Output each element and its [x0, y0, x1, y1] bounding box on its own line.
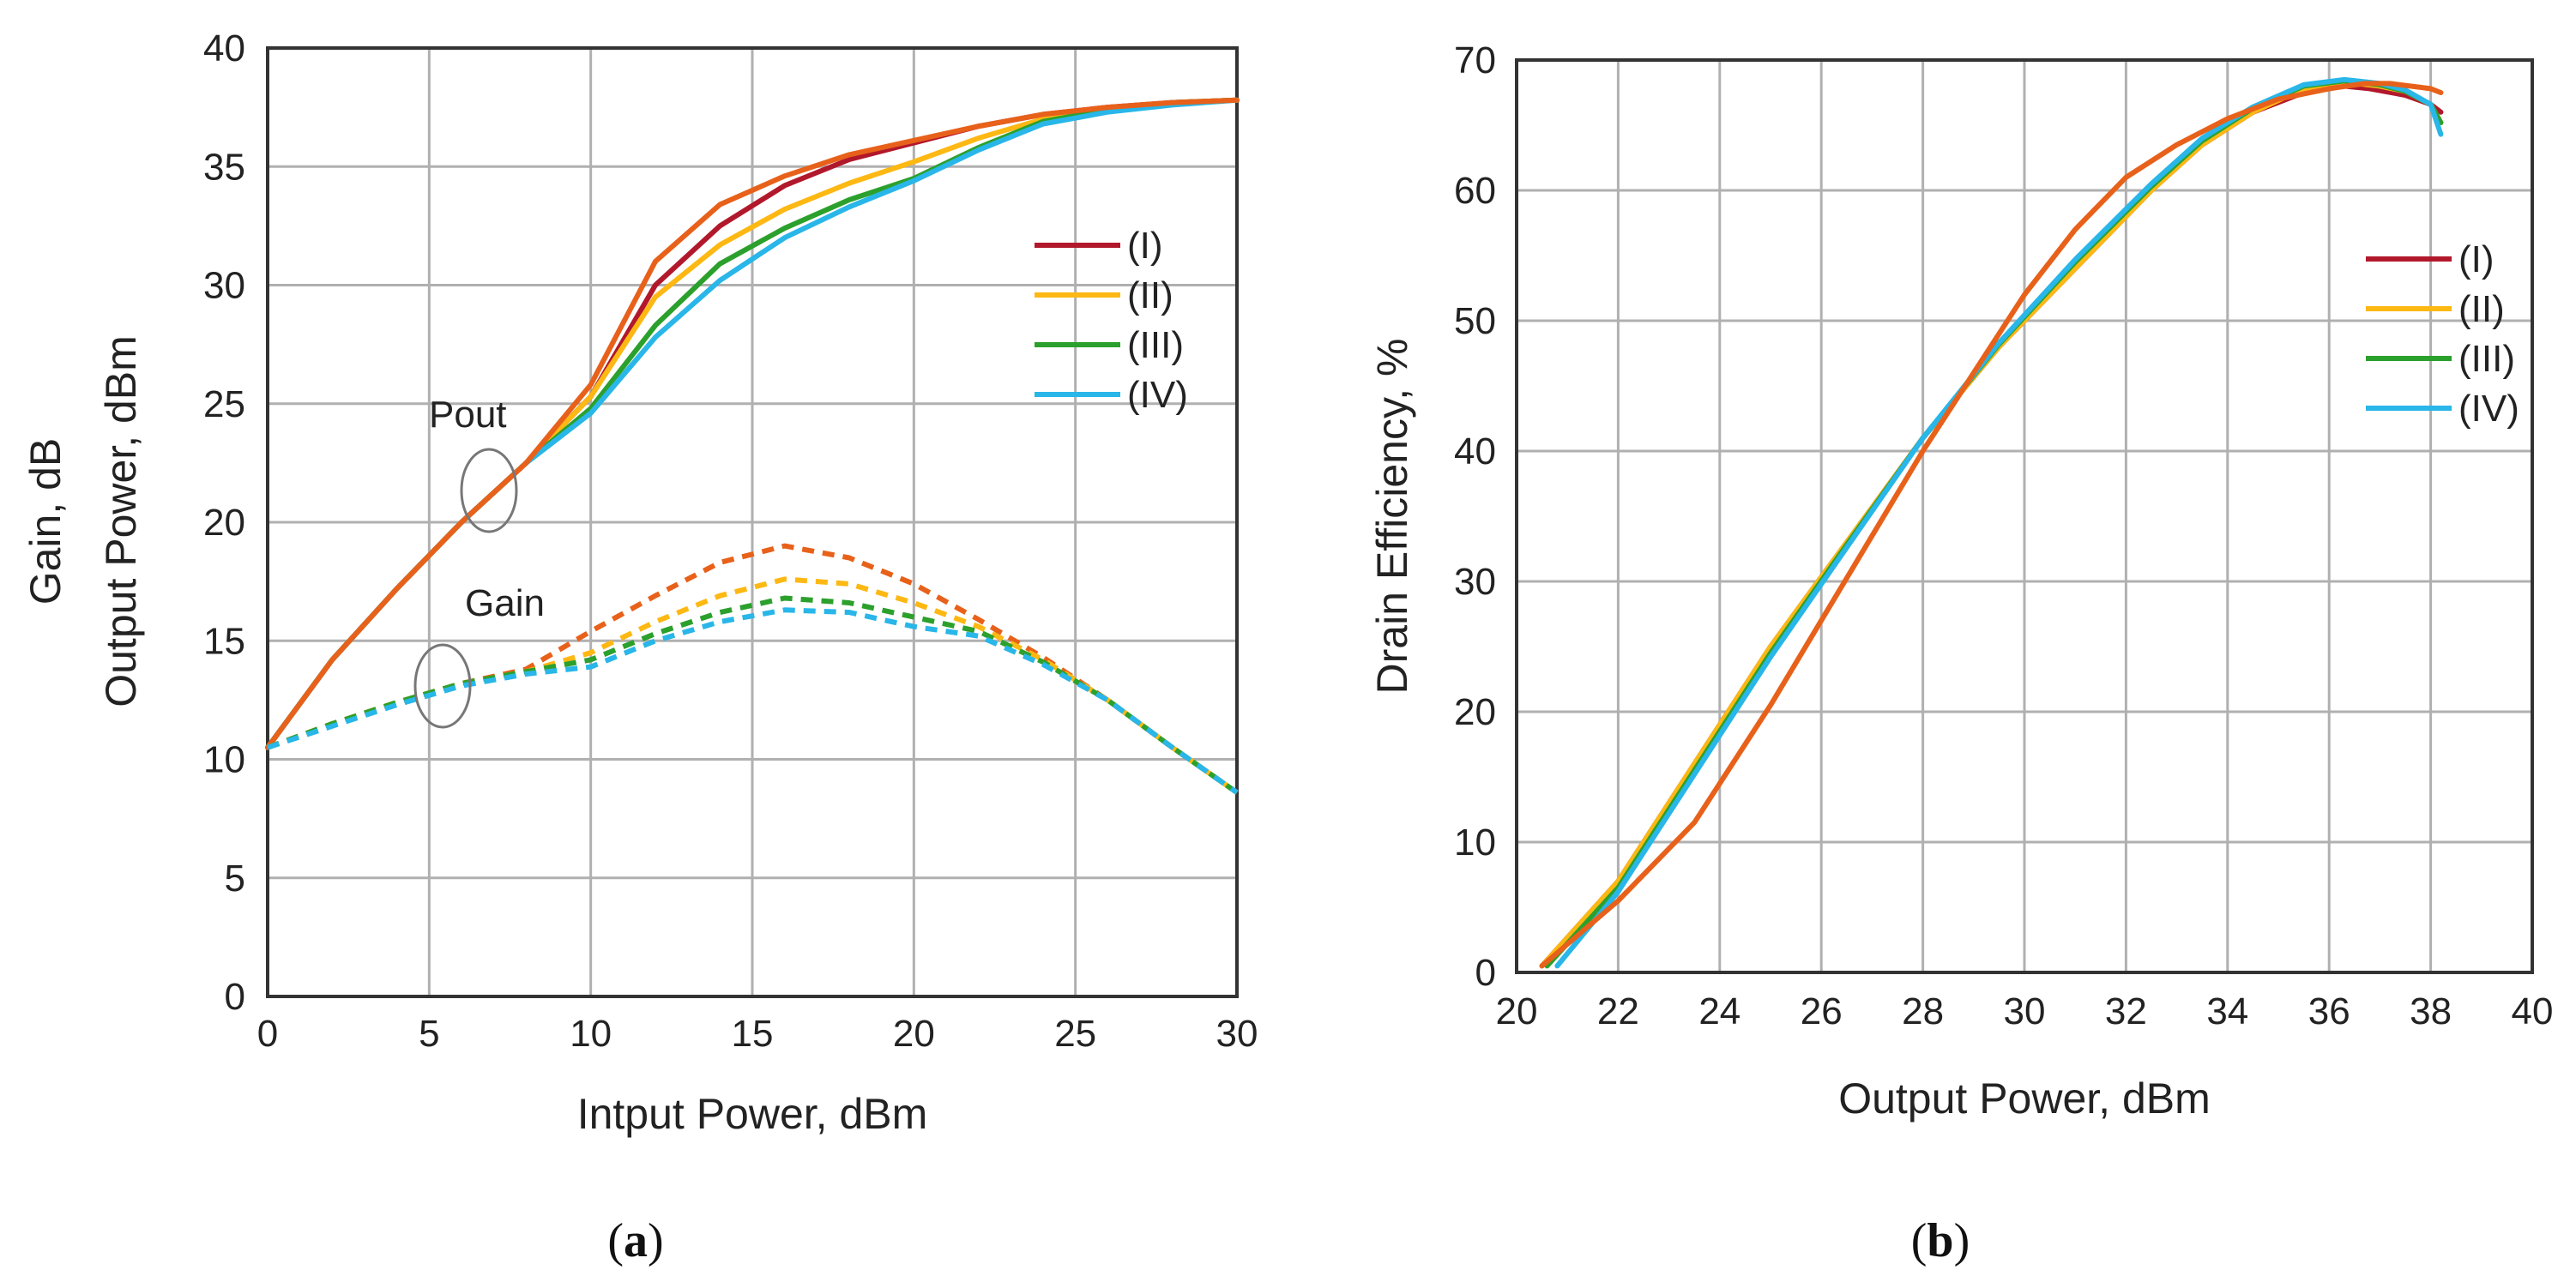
plot-frame-b: [1515, 58, 2534, 974]
series-line-a-pout-i: [265, 97, 1240, 750]
annotation-pout-label: Pout: [429, 394, 507, 436]
annotation-pout-ellipse: [460, 448, 518, 533]
x-tick-label-a-10: 10: [570, 1013, 612, 1055]
y-tick-label-a-0: 0: [225, 976, 245, 1018]
grid-b: [1515, 58, 2534, 974]
chart-panel-a: 0 5 10 15 20 25 30 0 5 10 15 20 25 30 35 40 Intput Pow…: [21, 27, 1258, 1267]
y-tick-label-a-30: 30: [203, 265, 245, 307]
y-tick-label-a-25: 25: [203, 383, 245, 425]
y-tick-label-b-50: 50: [1454, 300, 1496, 342]
legend-b: (I) (II) (III) (IV): [2366, 238, 2519, 430]
x-tick-label-b-40: 40: [2512, 990, 2554, 1032]
annotation-gain-ellipse: [413, 643, 472, 729]
series-line-b-ii: [1539, 79, 2444, 969]
legend-label-b-ii: (II): [2458, 288, 2505, 330]
x-tick-label-b-38: 38: [2410, 990, 2452, 1032]
y-tick-label-a-10: 10: [203, 739, 245, 781]
series-line-b-iv: [1554, 76, 2444, 969]
x-tick-labels-a: 0 5 10 15 20 25 30: [257, 1013, 1258, 1055]
legend-label-a-iv: (IV): [1127, 374, 1188, 416]
x-tick-label-a-30: 30: [1216, 1013, 1258, 1055]
y-tick-label-a-15: 15: [203, 620, 245, 662]
y-tick-label-b-70: 70: [1454, 39, 1496, 81]
series-group-a: [265, 97, 1240, 795]
annotation-gain-label: Gain: [465, 582, 545, 624]
grid-a: [266, 46, 1239, 998]
x-tick-label-b-24: 24: [1698, 990, 1740, 1032]
y-tick-label-a-20: 20: [203, 502, 245, 544]
y-tick-label-b-10: 10: [1454, 822, 1496, 864]
y-tick-labels-a: 0 5 10 15 20 25 30 35 40: [203, 27, 245, 1018]
y-tick-label-b-60: 60: [1454, 170, 1496, 212]
legend-label-b-i: (I): [2458, 238, 2495, 280]
y-tick-label-b-40: 40: [1454, 430, 1496, 472]
legend-a: (I) (II) (III) (IV): [1035, 225, 1188, 416]
y-axis-label-gain: Gain, dB: [21, 438, 69, 605]
y-tick-label-b-30: 30: [1454, 561, 1496, 603]
series-line-a-gain-iv: [267, 607, 1239, 795]
y-tick-label-b-0: 0: [1475, 952, 1496, 994]
x-tick-label-b-26: 26: [1801, 990, 1843, 1032]
legend-label-b-iii: (III): [2458, 338, 2515, 380]
x-tick-label-a-5: 5: [419, 1013, 439, 1055]
y-tick-label-a-5: 5: [225, 858, 245, 900]
x-tick-label-a-0: 0: [257, 1013, 278, 1055]
legend-label-a-i: (I): [1127, 225, 1163, 267]
y-tick-label-a-35: 35: [203, 146, 245, 188]
x-tick-label-b-32: 32: [2105, 990, 2147, 1032]
annotation-pout: Pout: [429, 394, 518, 533]
y-axis-label-output-power: Output Power, dBm: [97, 335, 145, 707]
x-tick-label-b-34: 34: [2206, 990, 2248, 1032]
x-tick-label-b-36: 36: [2308, 990, 2350, 1032]
series-line-b-de-i: [1539, 81, 2444, 969]
x-axis-label-a: Intput Power, dBm: [577, 1090, 928, 1138]
y-tick-label-b-20: 20: [1454, 691, 1496, 733]
x-axis-label-b: Output Power, dBm: [1838, 1074, 2211, 1122]
legend-label-a-ii: (II): [1127, 274, 1173, 316]
x-tick-labels-b: 20 22 24 26 28 30 32 34 36 38 40: [1496, 990, 2554, 1032]
caption-a: (a): [607, 1214, 663, 1267]
x-tick-label-b-30: 30: [2004, 990, 2046, 1032]
x-tick-label-a-15: 15: [732, 1013, 774, 1055]
x-tick-label-b-20: 20: [1496, 990, 1538, 1032]
legend-label-b-iv: (IV): [2458, 388, 2519, 430]
x-tick-label-b-22: 22: [1597, 990, 1639, 1032]
x-tick-label-a-25: 25: [1054, 1013, 1096, 1055]
caption-b: (b): [1911, 1214, 1970, 1267]
series-group-b: [1539, 76, 2444, 969]
y-axis-label-drain-efficiency: Drain Efficiency, %: [1368, 339, 1416, 695]
x-tick-label-b-28: 28: [1902, 990, 1944, 1032]
series-line-b-i: [1539, 83, 2444, 969]
plot-frame-a: [266, 46, 1239, 998]
x-tick-label-a-20: 20: [893, 1013, 935, 1055]
y-tick-label-a-40: 40: [203, 27, 245, 69]
y-tick-labels-b: 0 10 20 30 40 50 60 70: [1454, 39, 1496, 994]
chart-panel-b: 20 22 24 26 28 30 32 34 36 38 40 0 10 20 30 40 50 60 70 O…: [1368, 39, 2553, 1267]
annotation-gain: Gain: [413, 582, 545, 729]
legend-label-a-iii: (III): [1127, 324, 1184, 366]
